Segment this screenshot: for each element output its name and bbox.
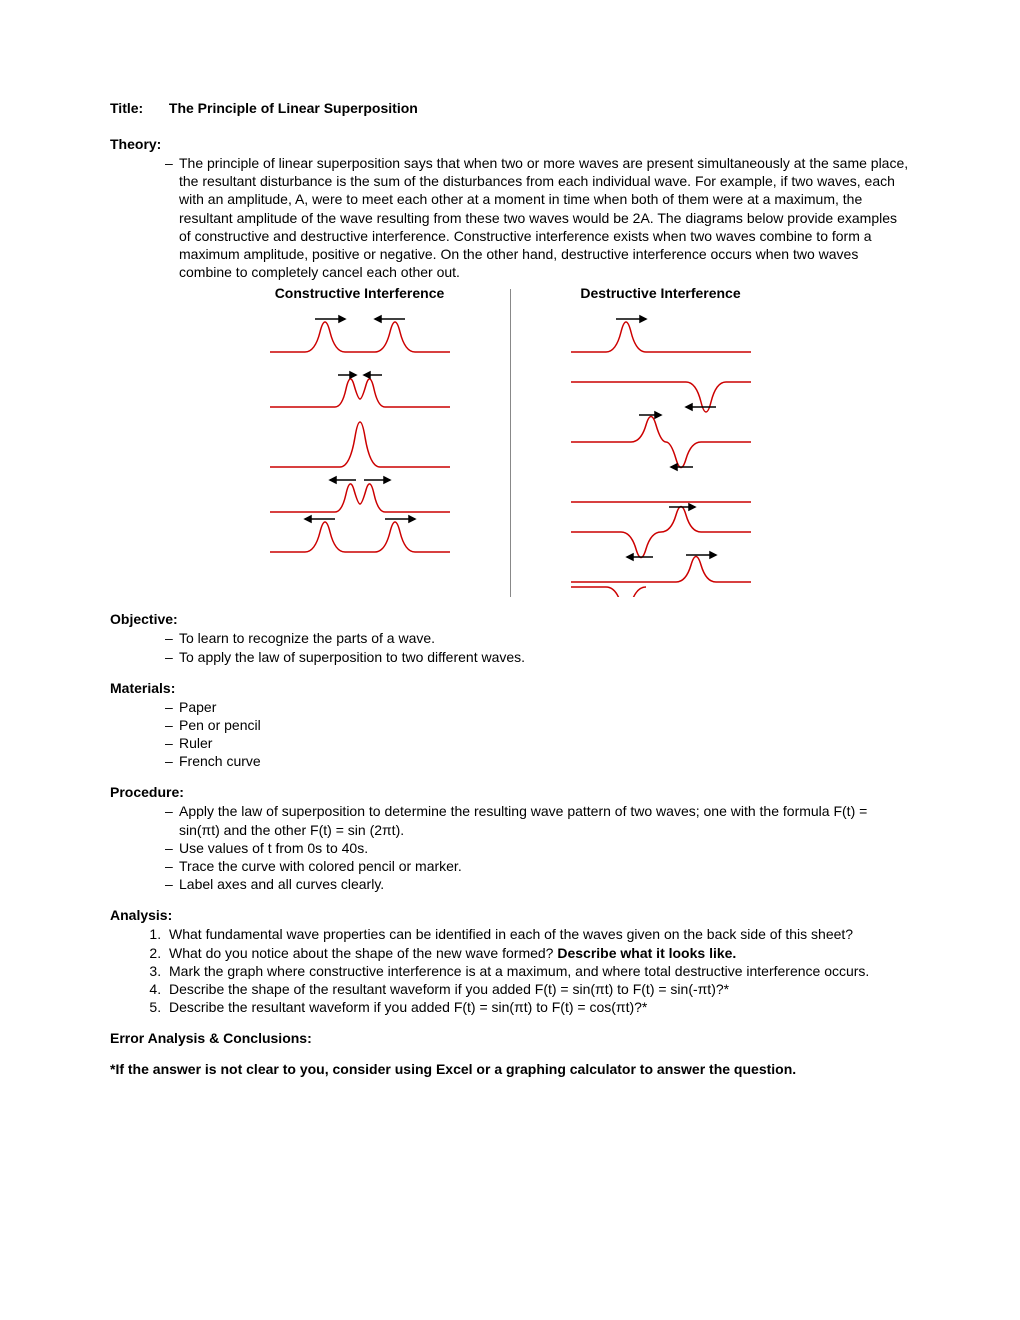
objective-heading: Objective: xyxy=(110,611,910,627)
list-item: Use values of t from 0s to 40s. xyxy=(165,839,910,857)
list-item: What do you notice about the shape of th… xyxy=(165,944,910,962)
list-item: Ruler xyxy=(165,734,910,752)
list-item: Paper xyxy=(165,698,910,716)
analysis-list: What fundamental wave properties can be … xyxy=(110,925,910,1016)
error-heading: Error Analysis & Conclusions: xyxy=(110,1030,910,1046)
analysis-bold: Describe what it looks like. xyxy=(557,945,736,961)
destructive-col: Destructive Interference xyxy=(541,285,781,597)
constructive-title: Constructive Interference xyxy=(240,285,480,301)
list-item: Describe the shape of the resultant wave… xyxy=(165,980,910,998)
theory-heading: Theory: xyxy=(110,136,910,152)
theory-text: The principle of linear superposition sa… xyxy=(179,155,908,280)
destructive-title: Destructive Interference xyxy=(541,285,781,301)
list-item: To learn to recognize the parts of a wav… xyxy=(165,629,910,647)
procedure-list: Apply the law of superposition to determ… xyxy=(110,802,910,893)
list-item: Describe the resultant waveform if you a… xyxy=(165,998,910,1016)
list-item: Trace the curve with colored pencil or m… xyxy=(165,857,910,875)
page: Title: The Principle of Linear Superposi… xyxy=(0,0,1020,1320)
materials-heading: Materials: xyxy=(110,680,910,696)
theory-list: The principle of linear superposition sa… xyxy=(110,154,910,281)
constructive-diagram xyxy=(260,307,460,557)
list-item: Apply the law of superposition to determ… xyxy=(165,802,910,838)
footnote: *If the answer is not clear to you, cons… xyxy=(110,1060,910,1078)
list-item: Pen or pencil xyxy=(165,716,910,734)
materials-list: Paper Pen or pencil Ruler French curve xyxy=(110,698,910,771)
destructive-diagram xyxy=(561,307,761,597)
theory-item: The principle of linear superposition sa… xyxy=(165,154,910,281)
list-item: To apply the law of superposition to two… xyxy=(165,648,910,666)
list-item: Mark the graph where constructive interf… xyxy=(165,962,910,980)
title-label: Title: xyxy=(110,100,165,116)
list-item: French curve xyxy=(165,752,910,770)
list-item: What fundamental wave properties can be … xyxy=(165,925,910,943)
title-line: Title: The Principle of Linear Superposi… xyxy=(110,100,910,116)
analysis-heading: Analysis: xyxy=(110,907,910,923)
diagram-divider xyxy=(510,289,511,597)
procedure-heading: Procedure: xyxy=(110,784,910,800)
constructive-col: Constructive Interference xyxy=(240,285,480,597)
objective-list: To learn to recognize the parts of a wav… xyxy=(110,629,910,665)
list-item: Label axes and all curves clearly. xyxy=(165,875,910,893)
diagrams-row: Constructive Interference xyxy=(110,285,910,597)
title-text: The Principle of Linear Superposition xyxy=(169,100,418,116)
